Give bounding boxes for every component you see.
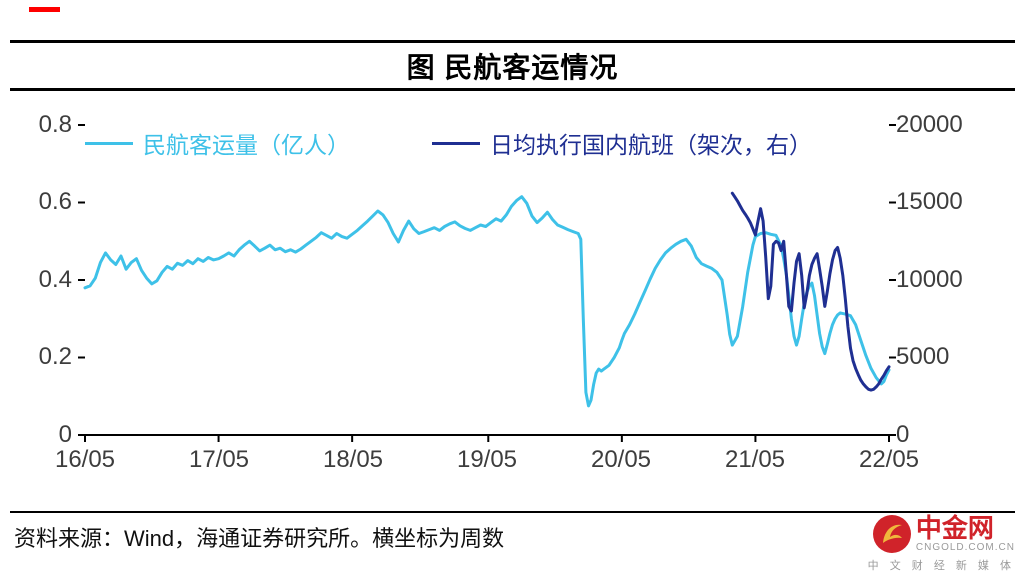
left-axis-tick: 0 [58, 421, 72, 448]
title-rule-top [10, 40, 1015, 43]
passenger-series-swatch [85, 141, 133, 145]
right-axis-tick: 0 [896, 421, 910, 448]
flights-series-label: 日均执行国内航班（架次，右） [490, 132, 812, 158]
source-note: 资料来源：Wind，海通证券研究所。横坐标为周数 [14, 526, 505, 551]
x-axis-tick: 17/05 [188, 446, 250, 473]
logo-domain: CNGOLD.COM.CN [915, 541, 1015, 553]
daily-flights-line [730, 191, 891, 392]
x-axis-tick: 16/05 [54, 446, 116, 473]
left-axis-tick: 0.6 [38, 188, 72, 215]
left-axis-tick: 0.2 [38, 343, 72, 370]
passenger-volume-line [83, 195, 891, 408]
right-axis-tick: 15000 [896, 188, 963, 215]
x-axis-tick: 19/05 [456, 446, 518, 473]
red-accent-dash [29, 7, 60, 12]
footer-rule [10, 511, 1015, 513]
x-axis-tick: 21/05 [724, 446, 786, 473]
x-axis-tick: 20/05 [590, 446, 652, 473]
flights-series-swatch [432, 141, 480, 145]
cngold-logo: 中金网 CNGOLD.COM.CN 中 文 财 经 新 媒 体 [845, 514, 1015, 573]
passenger-series-label: 民航客运量（亿人） [143, 132, 350, 158]
x-axis-tick: 18/05 [322, 446, 384, 473]
cngold-logo-icon [872, 515, 911, 553]
logo-name: 中金网 [915, 512, 994, 543]
right-axis-tick: 10000 [896, 266, 963, 293]
left-axis-tick: 0.4 [38, 266, 72, 293]
right-axis-tick: 5000 [896, 343, 950, 370]
legend-item-flights: 日均执行国内航班（架次，右） [432, 128, 812, 158]
legend-item-passengers: 民航客运量（亿人） [85, 128, 350, 158]
title-rule-bottom [10, 88, 1015, 91]
right-axis-tick: 20000 [896, 111, 963, 138]
logo-tagline: 中 文 财 经 新 媒 体 [867, 560, 1015, 572]
x-axis-tick: 22/05 [858, 446, 920, 473]
left-axis-tick: 0.8 [38, 111, 72, 138]
chart-title: 图 民航客运情况 [406, 52, 619, 83]
